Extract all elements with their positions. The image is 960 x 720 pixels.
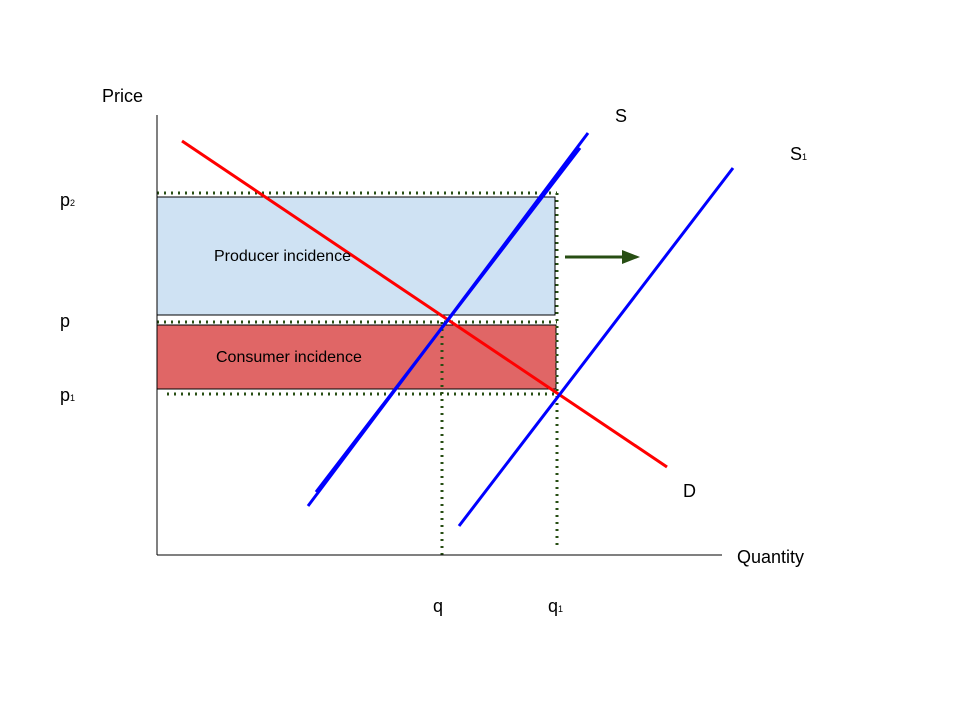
label-sub: 1 <box>558 604 563 614</box>
price-label: p <box>60 311 70 331</box>
label-base: p <box>60 190 70 210</box>
area-label: Producer incidence <box>214 248 351 265</box>
supply-curve <box>314 147 582 493</box>
curve-label: S <box>615 106 627 126</box>
label-sub: 1 <box>70 393 75 403</box>
label-base: S <box>790 144 802 164</box>
quantity-label: q1 <box>548 596 563 616</box>
area-label: Consumer incidence <box>216 349 362 366</box>
demand-curve <box>181 139 668 469</box>
x-axis-label: Quantity <box>737 547 804 567</box>
label-base: p <box>60 385 70 405</box>
arrow-head <box>622 250 640 264</box>
label-base: q <box>548 596 558 616</box>
label-sub: 2 <box>70 198 75 208</box>
price-label: p1 <box>60 385 75 405</box>
curve-label: S1 <box>790 144 807 164</box>
y-axis-label: Price <box>102 86 143 106</box>
producer-area <box>156 196 556 316</box>
quantity-label: q <box>433 596 443 616</box>
consumer-area <box>156 324 557 390</box>
curve-label: D <box>683 481 696 501</box>
supply-shifted-curve <box>457 167 735 527</box>
label-sub: 1 <box>802 152 807 162</box>
price-label: p2 <box>60 190 75 210</box>
